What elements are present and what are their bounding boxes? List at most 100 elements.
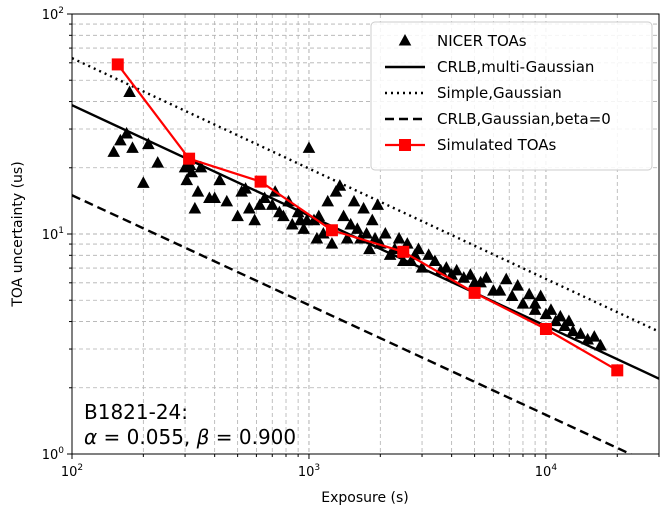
- legend-entry: Simple,Gaussian: [385, 84, 562, 102]
- nicer-toa-marker: [265, 198, 279, 210]
- nicer-toa-marker: [329, 185, 343, 197]
- x-axis-label: Exposure (s): [321, 490, 408, 506]
- legend-entry: CRLB,multi-Gaussian: [385, 58, 594, 76]
- nicer-toa-marker: [188, 201, 202, 214]
- beta-symbol: β: [196, 425, 210, 449]
- nicer-toa-marker: [499, 272, 513, 285]
- nicer-toa-marker: [412, 242, 425, 255]
- nicer-toa-marker: [511, 279, 524, 291]
- nicer-toa-marker: [239, 182, 252, 194]
- nicer-toa-marker: [505, 289, 519, 302]
- nicer-toa-marker: [185, 165, 199, 178]
- nicer-toa-marker: [107, 145, 121, 157]
- legend-box: [370, 21, 653, 171]
- alpha-value: = 0.055,: [97, 425, 196, 449]
- legend-square-icon: [399, 139, 411, 151]
- nicer-toa-marker: [137, 176, 150, 188]
- nicer-toa-marker: [213, 173, 226, 186]
- nicer-toa-marker: [365, 213, 379, 226]
- nicer-toa-marker: [302, 141, 316, 153]
- nicer-toa-marker: [120, 126, 133, 139]
- simulated-toa-marker: [183, 152, 196, 165]
- nicer-toa-marker: [422, 248, 435, 260]
- y-tick-label: 102: [42, 6, 64, 23]
- nicer-toa-marker: [191, 185, 205, 197]
- legend-label: CRLB,multi-Gaussian: [437, 58, 594, 76]
- legend-label: Simulated TOAs: [437, 136, 557, 154]
- nicer-toa-marker: [544, 303, 558, 315]
- nicer-toa-marker: [450, 263, 463, 276]
- nicer-toa-marker: [310, 231, 324, 244]
- nicer-toa-marker: [360, 227, 373, 239]
- simulated-toa-marker: [325, 224, 338, 237]
- nicer-toa-marker: [208, 191, 221, 204]
- legend-label: NICER TOAs: [437, 32, 527, 50]
- legend-entry: CRLB,Gaussian,beta=0: [385, 110, 611, 128]
- nicer-toa-marker: [457, 271, 471, 283]
- nicer-toa-marker: [347, 194, 361, 207]
- nicer-toa-marker: [528, 297, 542, 309]
- nicer-toa-marker: [220, 194, 234, 207]
- nicer-toa-marker: [291, 205, 305, 218]
- nicer-toa-marker: [277, 209, 290, 222]
- nicer-toa-marker: [464, 268, 477, 280]
- nicer-toa-marker: [333, 179, 347, 191]
- nicer-toa-marker: [401, 237, 414, 249]
- nicer-toa-marker: [404, 254, 418, 267]
- nicer-toa-marker: [368, 231, 382, 244]
- x-tick-label: 102: [61, 463, 83, 480]
- nicer-toa-marker: [357, 201, 370, 214]
- nicer-toa-marker: [351, 222, 364, 234]
- simulated-toa-marker: [254, 175, 267, 188]
- nicer-toa-marker: [321, 194, 335, 207]
- nicer-toa-marker: [363, 242, 376, 255]
- nicer-toa-marker: [440, 261, 453, 273]
- nicer-toa-marker: [383, 248, 397, 260]
- grid: [71, 13, 660, 455]
- nicer-toa-marker: [231, 209, 244, 222]
- nicer-toa-marker: [340, 231, 354, 244]
- nicer-toa-marker: [588, 330, 601, 342]
- nicer-toa-marker: [428, 254, 442, 267]
- legend-label: CRLB,Gaussian,beta=0: [437, 110, 611, 128]
- nicer-toa-marker: [574, 327, 587, 339]
- nicer-toa-marker: [123, 85, 136, 97]
- nicer-toa-marker: [534, 289, 547, 302]
- x-tick-label: 104: [535, 463, 558, 480]
- nicer-toa-marker: [142, 137, 155, 150]
- nicer-toa-marker: [594, 338, 607, 351]
- y-tick-label: 101: [42, 226, 64, 243]
- legend-entry: NICER TOAs: [398, 32, 527, 50]
- simulated-toa-line: [116, 63, 618, 372]
- nicer-toa-marker: [114, 133, 127, 146]
- nicer-toa-marker: [392, 231, 406, 244]
- alpha-symbol: α: [84, 425, 97, 449]
- nicer-toa-marker: [180, 173, 194, 186]
- simulated-toa-marker: [468, 286, 481, 299]
- simulated-toa-marker: [611, 364, 624, 377]
- nicer-toa-marker: [126, 141, 139, 153]
- annotation: B1821-24: α = 0.055, β = 0.900: [84, 400, 296, 449]
- simulated-toa-marker: [539, 322, 552, 335]
- legend-triangle-icon: [398, 34, 412, 46]
- nicer-toa-marker: [151, 156, 165, 168]
- nicer-toa-marker: [337, 209, 350, 222]
- simulated-toa-marker: [397, 245, 410, 258]
- nicer-toa-marker: [297, 222, 310, 234]
- nicer-toa-marker: [371, 198, 384, 210]
- legend-label: Simple,Gaussian: [437, 84, 562, 102]
- nicer-toa-marker: [479, 271, 493, 283]
- nicer-toa-marker: [566, 324, 580, 337]
- nicer-toa-marker: [554, 309, 567, 322]
- nicer-toa-marker: [248, 213, 261, 226]
- beta-value: = 0.900: [209, 425, 296, 449]
- nicer-toa-marker: [194, 160, 208, 173]
- legend-entry: Simulated TOAs: [385, 136, 557, 154]
- nicer-toa-marker: [258, 191, 271, 204]
- annotation-line2: α = 0.055, β = 0.900: [84, 425, 296, 449]
- series-markers: [107, 58, 624, 377]
- nicer-toa-marker: [516, 297, 530, 309]
- nicer-toa-marker: [396, 254, 410, 267]
- nicer-toa-marker: [528, 303, 542, 315]
